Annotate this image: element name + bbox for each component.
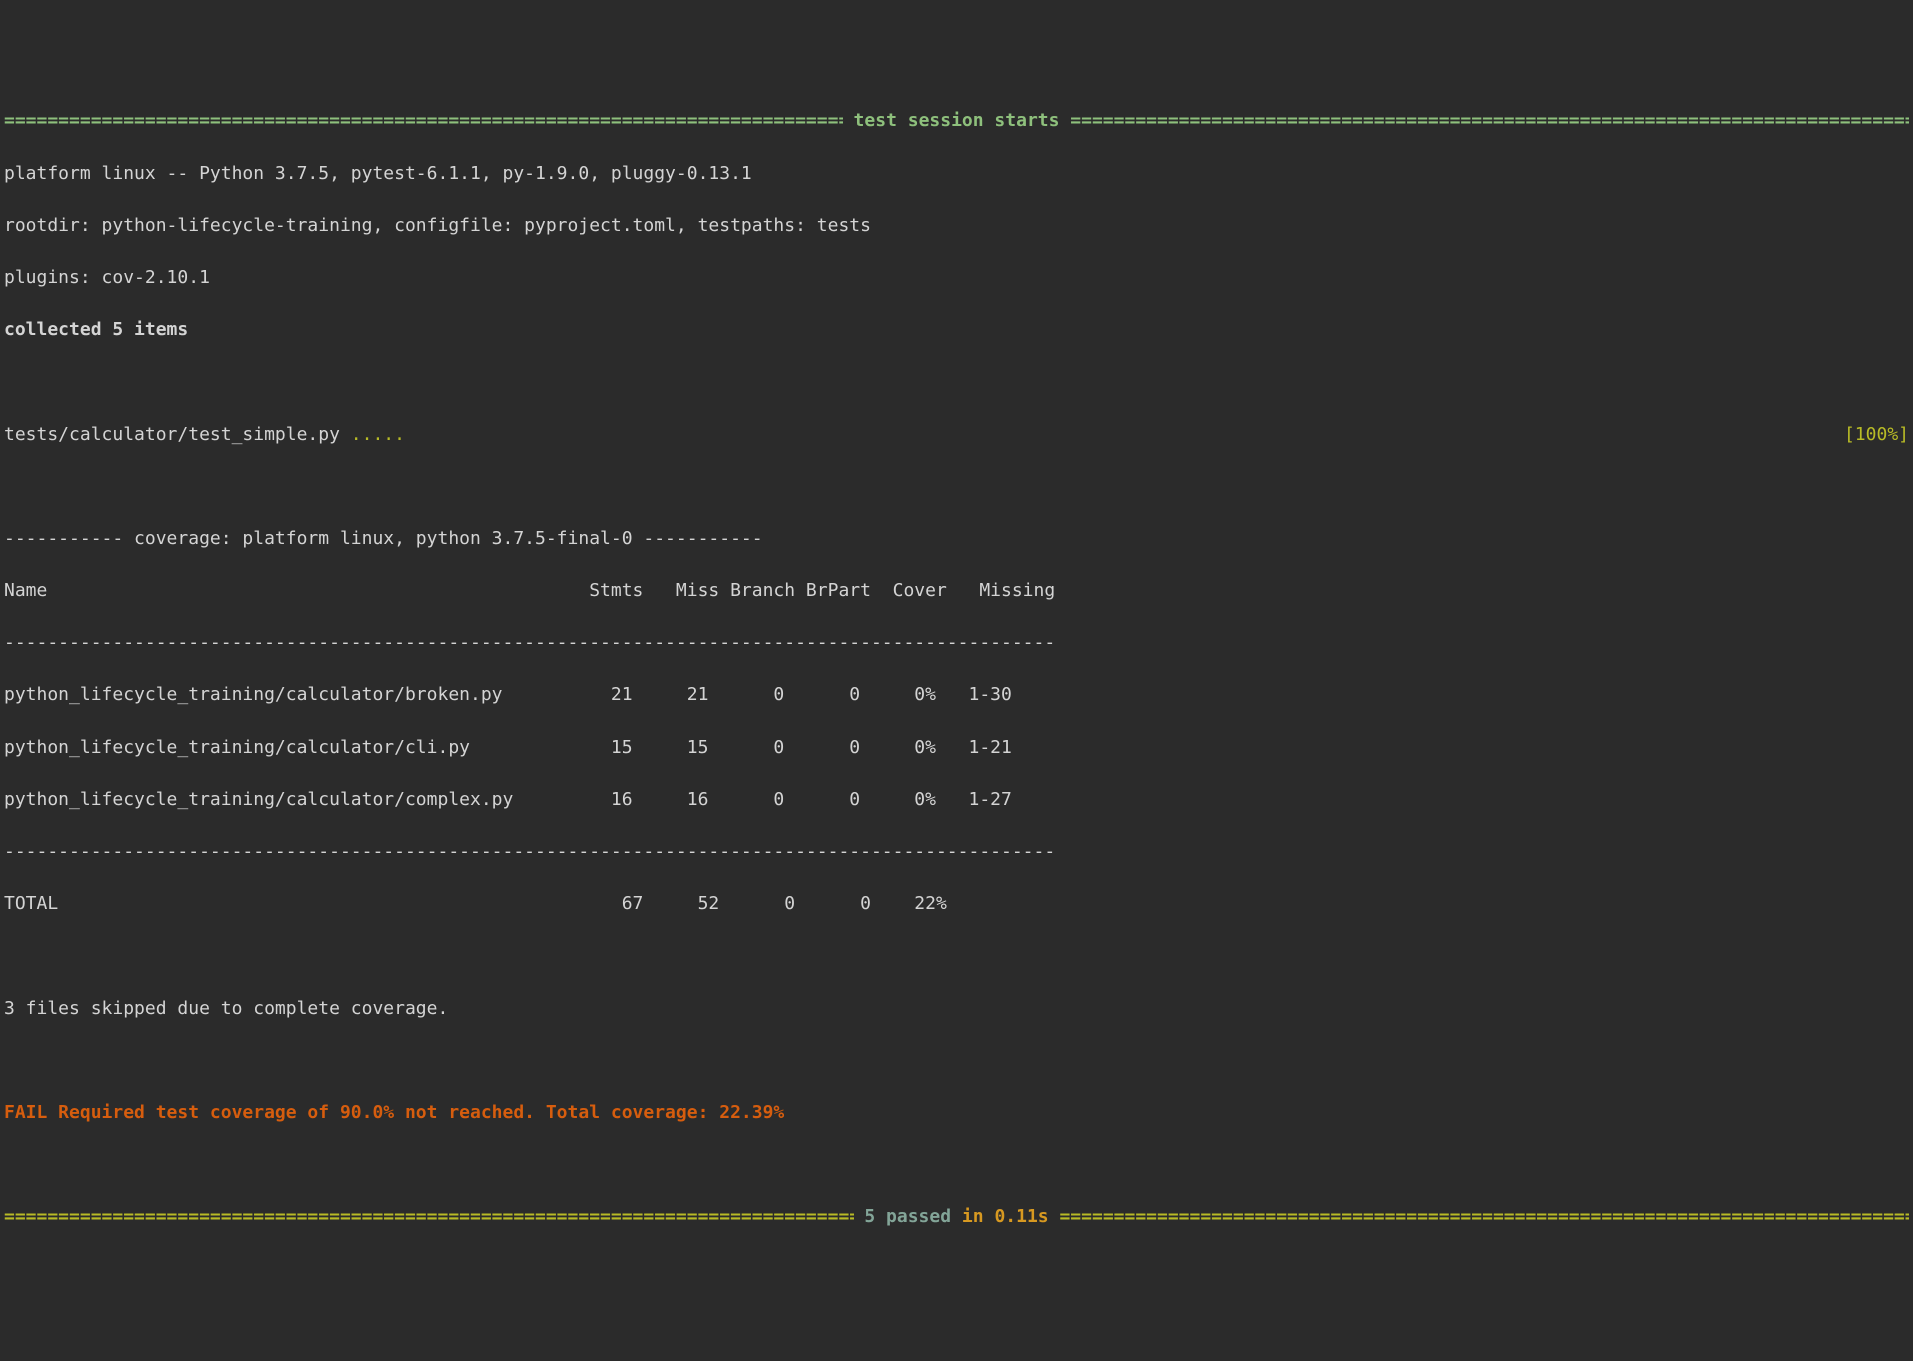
table-columns: Name Stmts Miss Branch BrPart Cover Miss… — [4, 578, 1909, 604]
table-row: python_lifecycle_training/calculator/cli… — [4, 735, 1909, 761]
session-header: ========================================… — [4, 108, 1909, 134]
test-percent: [100%] — [1844, 422, 1909, 448]
session-footer: ========================================… — [4, 1204, 1909, 1230]
table-divider-top: ----------------------------------------… — [4, 630, 1909, 656]
table-row: python_lifecycle_training/calculator/com… — [4, 787, 1909, 813]
passed-count: 5 passed — [864, 1206, 951, 1227]
time-value: 0.11s — [994, 1206, 1048, 1227]
header-fill-left: ========================================… — [4, 108, 843, 134]
table-total: TOTAL 67 52 0 0 22% — [4, 891, 1909, 917]
blank-line-5 — [4, 1152, 1909, 1178]
blank-line-1 — [4, 369, 1909, 395]
table-divider-bottom: ----------------------------------------… — [4, 839, 1909, 865]
rootdir-line: rootdir: python-lifecycle-training, conf… — [4, 213, 1909, 239]
coverage-header: ----------- coverage: platform linux, py… — [4, 526, 1909, 552]
test-progress-line: tests/calculator/test_simple.py ..... [1… — [4, 422, 1909, 448]
collected-line: collected 5 items — [4, 317, 1909, 343]
plugins-line: plugins: cov-2.10.1 — [4, 265, 1909, 291]
footer-summary: 5 passed in 0.11s — [854, 1204, 1060, 1230]
blank-line-4 — [4, 1048, 1909, 1074]
footer-fill-right: ========================================… — [1059, 1204, 1909, 1230]
time-prefix: in — [951, 1206, 994, 1227]
footer-fill-left: ========================================… — [4, 1204, 854, 1230]
blank-line-2 — [4, 474, 1909, 500]
platform-line: platform linux -- Python 3.7.5, pytest-6… — [4, 161, 1909, 187]
blank-line-3 — [4, 943, 1909, 969]
skipped-line: 3 files skipped due to complete coverage… — [4, 996, 1909, 1022]
test-dots: ..... — [351, 422, 405, 448]
test-file-path: tests/calculator/test_simple.py — [4, 422, 351, 448]
header-title: test session starts — [843, 108, 1071, 134]
header-fill-right: ========================================… — [1070, 108, 1909, 134]
table-row: python_lifecycle_training/calculator/bro… — [4, 682, 1909, 708]
fail-line: FAIL Required test coverage of 90.0% not… — [4, 1100, 1909, 1126]
